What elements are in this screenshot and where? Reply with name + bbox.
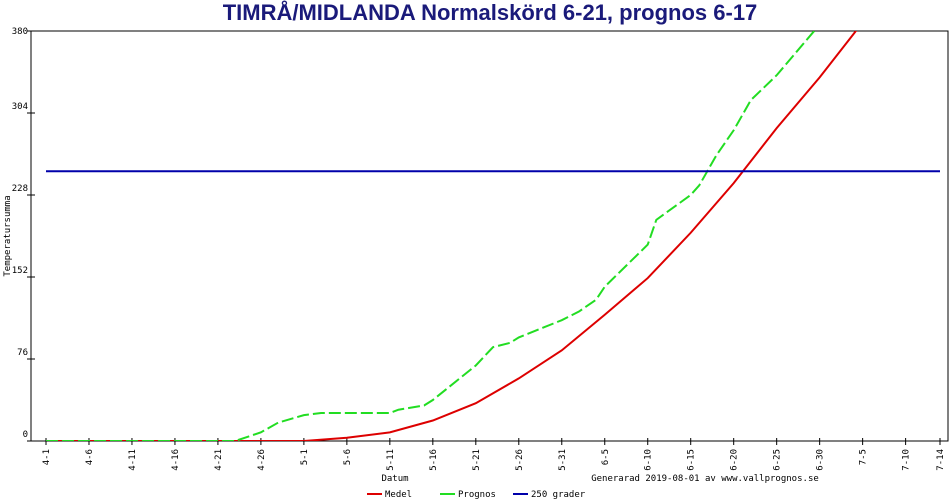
y-tick-label: 380	[12, 27, 28, 37]
x-tick-label: 5-11	[386, 449, 396, 471]
x-tick-label: 5-26	[515, 449, 525, 471]
annotation: Generarad 2019-08-01 av www.vallprognos.…	[591, 474, 819, 484]
x-tick-label: 5-16	[429, 449, 439, 471]
series-line	[46, 31, 858, 441]
legend-label: 250 grader	[531, 490, 586, 500]
x-tick-label: 7-14	[936, 449, 946, 471]
x-tick-label: 6-30	[816, 449, 826, 471]
y-tick-label: 228	[12, 184, 28, 194]
x-tick-label: 6-5	[601, 449, 611, 465]
legend-label: Prognos	[458, 490, 496, 500]
x-tick-label: 6-15	[687, 449, 697, 471]
x-tick-label: 4-16	[171, 449, 181, 471]
legend-label: Medel	[385, 490, 412, 500]
y-tick-label: 304	[12, 102, 28, 112]
x-tick-label: 4-1	[42, 449, 52, 465]
x-tick-label: 4-11	[128, 449, 138, 471]
x-tick-label: 6-25	[773, 449, 783, 471]
y-tick-label: 152	[12, 266, 28, 276]
y-tick-label: 76	[17, 348, 28, 358]
y-axis-label: Temperatursumma	[3, 195, 13, 276]
x-tick-label: 6-20	[730, 449, 740, 471]
plot-frame	[30, 30, 949, 442]
chart-title: TIMRÅ/MIDLANDA Normalskörd 6-21, prognos…	[223, 0, 758, 25]
x-tick-label: 5-31	[558, 449, 568, 471]
x-tick-label: 4-26	[257, 449, 267, 471]
x-tick-label: 7-10	[902, 449, 912, 471]
x-tick-label: 5-1	[300, 449, 310, 465]
x-tick-label: 5-21	[472, 449, 482, 471]
x-tick-label: 4-6	[85, 449, 95, 465]
plot-area	[46, 31, 940, 441]
x-tick-label: 6-10	[644, 449, 654, 471]
series-line	[46, 31, 816, 441]
y-tick-label: 0	[23, 430, 28, 440]
x-tick-label: 5-6	[343, 449, 353, 465]
x-axis-label: Datum	[381, 474, 408, 484]
x-tick-label: 4-21	[214, 449, 224, 471]
x-tick-label: 7-5	[859, 449, 869, 465]
